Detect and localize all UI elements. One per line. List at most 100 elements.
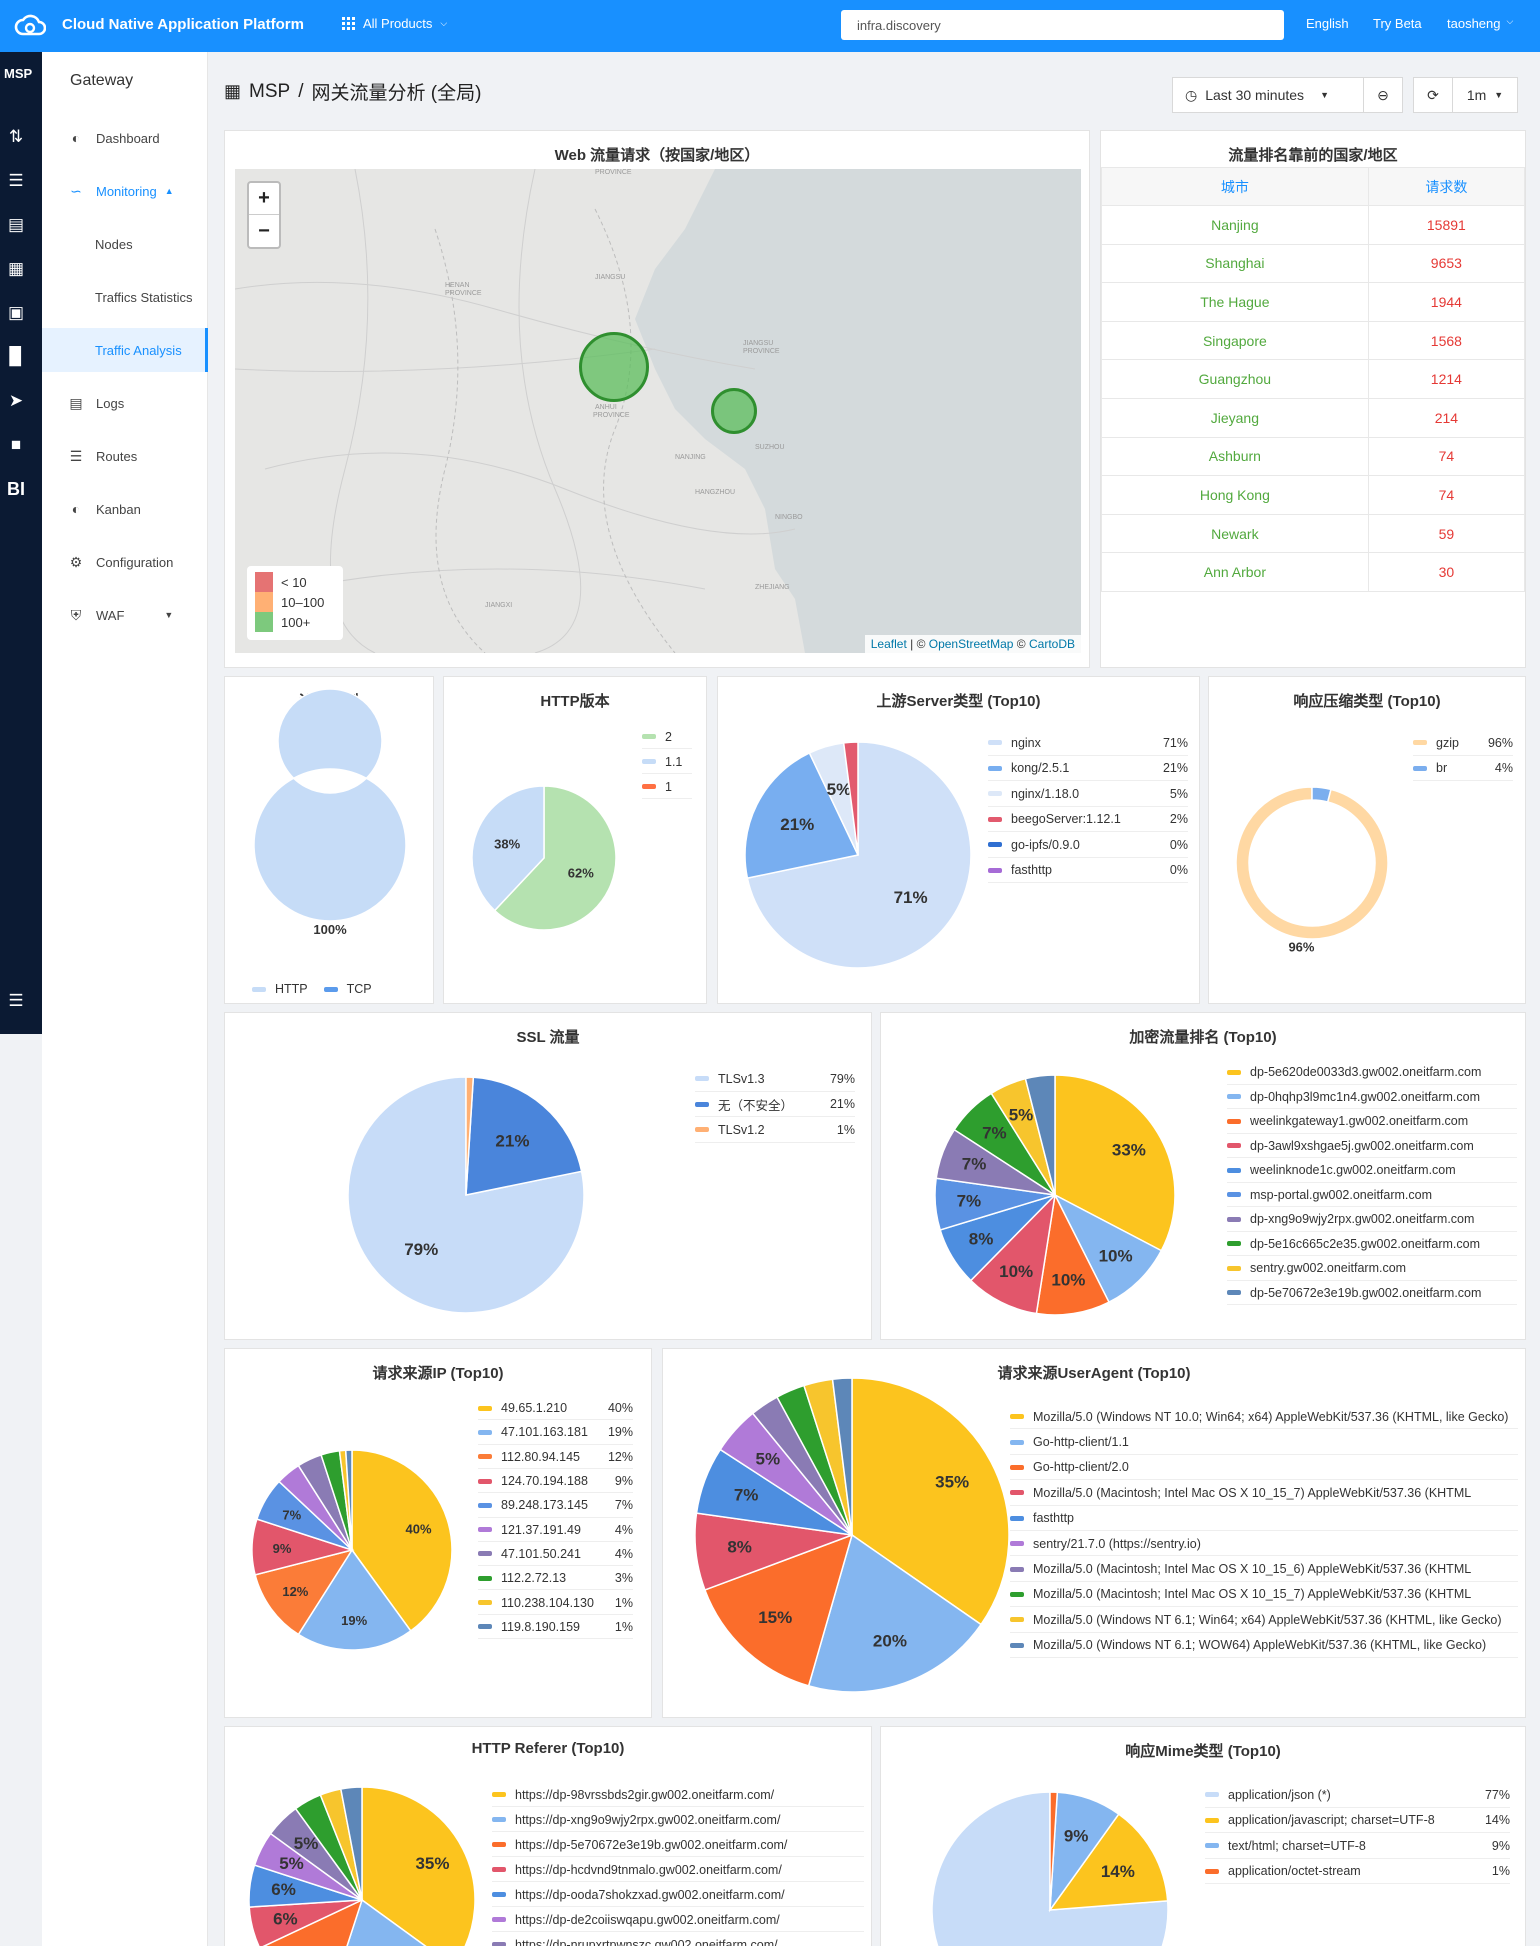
rocket-icon[interactable]: ➤ bbox=[8, 391, 24, 410]
cloud-logo-icon[interactable] bbox=[14, 12, 46, 40]
legend-item[interactable]: 112.2.72.13 3% bbox=[478, 1566, 633, 1590]
legend-item[interactable]: application/json (*) 77% bbox=[1205, 1782, 1510, 1808]
legend-item[interactable]: https://dp-hcdvnd9tnmalo.gw002.oneitfarm… bbox=[492, 1857, 864, 1882]
sidebar-item-monitoring[interactable]: ∽ Monitoring ▲ bbox=[42, 169, 208, 213]
legend-item[interactable]: 2 bbox=[642, 724, 692, 749]
legend-item[interactable]: 1 bbox=[642, 774, 692, 799]
legend-item[interactable]: 119.8.190.159 1% bbox=[478, 1615, 633, 1639]
legend-item[interactable]: TLSv1.2 1% bbox=[695, 1117, 855, 1143]
legend-item[interactable]: msp-portal.gw002.oneitfarm.com bbox=[1227, 1183, 1517, 1208]
refresh-interval-select[interactable]: 1m ▼ bbox=[1452, 77, 1518, 113]
table-row[interactable]: Ashburn 74 bbox=[1101, 436, 1525, 477]
legend-item[interactable]: sentry/21.7.0 (https://sentry.io) bbox=[1010, 1531, 1518, 1556]
legend-item[interactable]: nginx 71% bbox=[988, 730, 1188, 756]
carto-link[interactable]: CartoDB bbox=[1028, 637, 1075, 651]
lock-icon[interactable]: ■ bbox=[10, 435, 22, 454]
legend-item[interactable]: Mozilla/5.0 (Macintosh; Intel Mac OS X 1… bbox=[1010, 1582, 1518, 1607]
legend-item[interactable]: dp-5e16c665c2e35.gw002.oneitfarm.com bbox=[1227, 1232, 1517, 1257]
table-row[interactable]: Newark 59 bbox=[1101, 513, 1525, 554]
table-row[interactable]: The Hague 1944 bbox=[1101, 282, 1525, 322]
table-row[interactable]: Guangzhou 1214 bbox=[1101, 359, 1525, 399]
legend-item[interactable]: https://dp-5e70672e3e19b.gw002.oneitfarm… bbox=[492, 1832, 864, 1857]
user-menu[interactable]: taosheng ⌵ bbox=[1447, 16, 1513, 31]
legend-item[interactable]: 49.65.1.210 40% bbox=[478, 1396, 633, 1420]
legend-item[interactable]: TCP bbox=[323, 982, 372, 996]
legend-item[interactable]: 47.101.50.241 4% bbox=[478, 1542, 633, 1566]
breadcrumb-root[interactable]: MSP bbox=[249, 80, 291, 102]
zoom-in-button[interactable]: + bbox=[249, 183, 279, 215]
bi-icon[interactable]: BI bbox=[7, 478, 25, 499]
sidebar-item-dashboard[interactable]: ◐ Dashboard bbox=[42, 116, 208, 160]
app-title[interactable]: Cloud Native Application Platform bbox=[62, 16, 304, 33]
hamburger-menu-icon[interactable]: ☰ bbox=[8, 991, 24, 1010]
sidebar-item-routes[interactable]: ☰ Routes bbox=[42, 434, 208, 478]
legend-item[interactable]: Go-http-client/1.1 bbox=[1010, 1429, 1518, 1454]
table-row[interactable]: Shanghai 9653 bbox=[1101, 243, 1525, 284]
sidebar-item-traffics-statistics[interactable]: Traffics Statistics bbox=[42, 275, 208, 319]
legend-item[interactable]: Go-http-client/2.0 bbox=[1010, 1455, 1518, 1480]
legend-item[interactable]: application/javascript; charset=UTF-8 14% bbox=[1205, 1808, 1510, 1834]
legend-item[interactable]: kong/2.5.1 21% bbox=[988, 756, 1188, 782]
time-range-picker[interactable]: ◷ Last 30 minutes ▼ bbox=[1172, 77, 1364, 113]
column-header-count[interactable]: 请求数 bbox=[1367, 167, 1525, 206]
legend-item[interactable]: https://dp-xng9o9wjy2rpx.gw002.oneitfarm… bbox=[492, 1807, 864, 1832]
osm-link[interactable]: OpenStreetMap bbox=[928, 637, 1014, 651]
table-row[interactable]: Singapore 1568 bbox=[1101, 320, 1525, 361]
legend-item[interactable]: 1.1 bbox=[642, 749, 692, 774]
legend-item[interactable]: 112.80.94.145 12% bbox=[478, 1445, 633, 1469]
leaflet-link[interactable]: Leaflet bbox=[870, 637, 907, 651]
server-icon[interactable]: ▦ bbox=[7, 259, 25, 278]
legend-item[interactable]: gzip 96% bbox=[1413, 730, 1513, 756]
bar-chart-icon[interactable]: ▉ bbox=[9, 347, 23, 366]
sidebar-item-nodes[interactable]: Nodes bbox=[42, 222, 208, 266]
legend-item[interactable]: Mozilla/5.0 (Windows NT 6.1; WOW64) Appl… bbox=[1010, 1633, 1518, 1658]
legend-item[interactable]: HTTP bbox=[252, 982, 308, 996]
zoom-out-button[interactable]: − bbox=[258, 219, 270, 242]
sidebar-item-kanban[interactable]: ◐ Kanban bbox=[42, 487, 208, 531]
map-marker-nanjing[interactable] bbox=[579, 332, 649, 402]
legend-item[interactable]: go-ipfs/0.9.0 0% bbox=[988, 832, 1188, 858]
legend-item[interactable]: dp-3awl9xshgae5j.gw002.oneitfarm.com bbox=[1227, 1134, 1517, 1159]
legend-item[interactable]: 89.248.173.145 7% bbox=[478, 1493, 633, 1517]
legend-item[interactable]: TLSv1.3 79% bbox=[695, 1066, 855, 1092]
legend-item[interactable]: fasthttp 0% bbox=[988, 858, 1188, 884]
legend-item[interactable]: br 4% bbox=[1413, 756, 1513, 782]
legend-item[interactable]: 无（不安全） 21% bbox=[695, 1092, 855, 1118]
try-beta-link[interactable]: Try Beta bbox=[1373, 16, 1422, 31]
legend-item[interactable]: dp-0hqhp3l9mc1n4.gw002.oneitfarm.com bbox=[1227, 1085, 1517, 1110]
msp-tag[interactable]: MSP bbox=[4, 66, 33, 81]
column-header-city[interactable]: 城市 bbox=[1101, 167, 1369, 206]
legend-item[interactable]: dp-5e620de0033d3.gw002.oneitfarm.com bbox=[1227, 1060, 1517, 1085]
monitor-icon[interactable]: ▣ bbox=[7, 303, 25, 322]
zoom-out-button[interactable]: ⊖ bbox=[1363, 77, 1403, 113]
legend-item[interactable]: 121.37.191.49 4% bbox=[478, 1518, 633, 1542]
legend-item[interactable]: application/octet-stream 1% bbox=[1205, 1859, 1510, 1885]
legend-item[interactable]: beegoServer:1.12.1 2% bbox=[988, 807, 1188, 833]
legend-item[interactable]: Mozilla/5.0 (Windows NT 10.0; Win64; x64… bbox=[1010, 1404, 1518, 1429]
sidebar-item-waf[interactable]: ⛨ WAF ▼ bbox=[42, 593, 208, 637]
legend-item[interactable]: nginx/1.18.0 5% bbox=[988, 781, 1188, 807]
legend-item[interactable]: Mozilla/5.0 (Windows NT 6.1; Win64; x64)… bbox=[1010, 1607, 1518, 1632]
legend-item[interactable]: dp-xng9o9wjy2rpx.gw002.oneitfarm.com bbox=[1227, 1207, 1517, 1232]
sidebar-item-traffic-analysis[interactable]: Traffic Analysis bbox=[42, 328, 208, 372]
legend-item[interactable]: text/html; charset=UTF-8 9% bbox=[1205, 1833, 1510, 1859]
sidebar-item-configuration[interactable]: ⚙ Configuration bbox=[42, 540, 208, 584]
clipboard-icon[interactable]: ▤ bbox=[7, 215, 25, 234]
legend-item[interactable]: sentry.gw002.oneitfarm.com bbox=[1227, 1256, 1517, 1281]
legend-item[interactable]: 47.101.163.181 19% bbox=[478, 1420, 633, 1444]
legend-item[interactable]: Mozilla/5.0 (Macintosh; Intel Mac OS X 1… bbox=[1010, 1556, 1518, 1581]
map-marker-shanghai[interactable] bbox=[711, 388, 757, 434]
legend-item[interactable]: weelinkgateway1.gw002.oneitfarm.com bbox=[1227, 1109, 1517, 1134]
refresh-button[interactable]: ⟳ bbox=[1413, 77, 1453, 113]
language-switch[interactable]: English bbox=[1306, 16, 1349, 31]
transfer-icon[interactable]: ⇅ bbox=[8, 127, 24, 146]
legend-item[interactable]: weelinknode1c.gw002.oneitfarm.com bbox=[1227, 1158, 1517, 1183]
legend-item[interactable]: Mozilla/5.0 (Macintosh; Intel Mac OS X 1… bbox=[1010, 1480, 1518, 1505]
layers-icon[interactable]: ☰ bbox=[8, 171, 24, 190]
table-row[interactable]: Nanjing 15891 bbox=[1101, 205, 1525, 245]
sidebar-item-logs[interactable]: ▤ Logs bbox=[42, 381, 208, 425]
table-row[interactable]: Hong Kong 74 bbox=[1101, 475, 1525, 515]
legend-item[interactable]: 110.238.104.130 1% bbox=[478, 1590, 633, 1614]
search-input[interactable] bbox=[841, 10, 1284, 40]
all-products-menu[interactable]: All Products ⌵ bbox=[342, 16, 447, 31]
